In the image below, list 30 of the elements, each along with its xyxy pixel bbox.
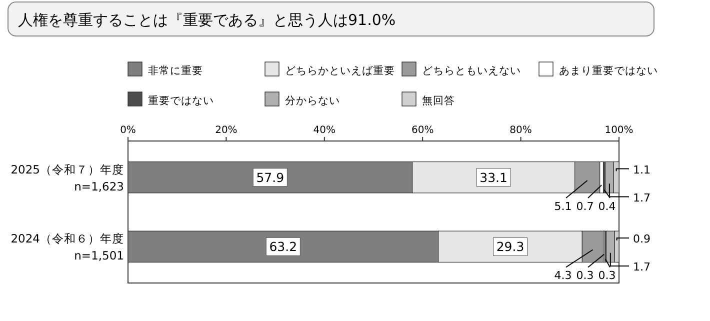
legend-label: 非常に重要 <box>148 64 203 77</box>
x-tick-label: 0% <box>120 125 136 136</box>
legend-label: 重要ではない <box>148 94 214 107</box>
x-tick-label: 40% <box>313 125 336 136</box>
chart-title: 人権を尊重することは『重要である』と思う人は91.0% <box>18 11 396 29</box>
data-label: 0.9 <box>633 232 650 246</box>
data-label: 1.7 <box>633 191 650 204</box>
data-label: 0.4 <box>598 200 616 213</box>
data-label: 0.7 <box>576 200 594 213</box>
legend-label: どちらかといえば重要 <box>285 64 395 77</box>
legend-label: どちらともいえない <box>422 65 521 77</box>
data-label: 57.9 <box>256 170 284 185</box>
data-label: 4.3 <box>554 269 572 282</box>
data-label: 29.3 <box>496 239 524 254</box>
data-label: 33.1 <box>480 170 508 185</box>
data-label: 1.7 <box>633 260 650 274</box>
y-tick-label: 2025（令和７）年度 n=1,623 <box>10 162 124 194</box>
data-label: 5.1 <box>554 200 572 213</box>
legend-label: 無回答 <box>422 95 455 107</box>
x-tick-label: 100% <box>604 125 634 136</box>
legend-label: 分からない <box>285 95 340 107</box>
y-tick-label: 2024（令和６）年度 n=1,501 <box>10 232 124 263</box>
x-tick-label: 80% <box>510 125 532 136</box>
data-label: 63.2 <box>269 239 298 254</box>
x-tick-label: 60% <box>411 125 434 136</box>
data-label: 0.3 <box>576 269 594 282</box>
x-tick-label: 20% <box>215 125 238 136</box>
legend-label: あまり重要ではない <box>559 64 658 77</box>
data-label: 0.3 <box>598 269 616 282</box>
data-label: 1.1 <box>633 163 650 176</box>
